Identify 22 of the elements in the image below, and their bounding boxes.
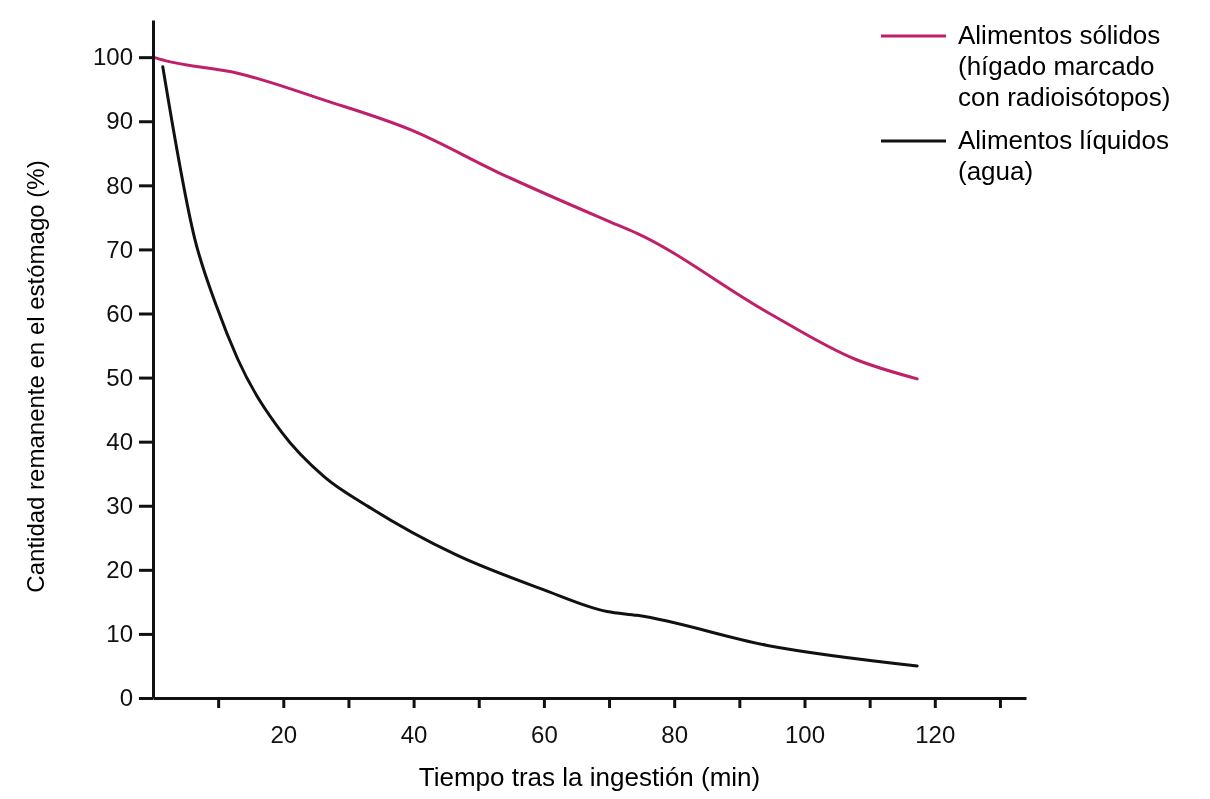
y-axis-title: Cantidad remanente en el estómago (%) <box>22 160 49 593</box>
legend-label: Alimentos sólidos (hígado marcado con radioisótopos) <box>958 20 1171 112</box>
y-tick-label: 20 <box>106 556 133 584</box>
x-tick-label: 120 <box>915 721 956 749</box>
y-tick-label: 10 <box>106 620 133 648</box>
x-tick-label: 80 <box>661 721 689 749</box>
x-tick-label: 100 <box>784 721 826 749</box>
y-tick-label: 80 <box>106 171 133 199</box>
y-tick-label: 0 <box>119 684 133 712</box>
x-tick-label: 20 <box>270 721 298 749</box>
y-tick-label: 60 <box>106 299 133 327</box>
x-axis-title: Tiempo tras la ingestión (min) <box>418 762 761 792</box>
y-tick-label: 30 <box>106 491 133 519</box>
y-tick-label: 90 <box>106 107 133 135</box>
line-series <box>161 65 919 668</box>
y-tick-label: 70 <box>106 235 133 263</box>
y-tick-label: 100 <box>92 43 133 71</box>
y-tick-label: 40 <box>106 427 133 455</box>
x-tick-label: 60 <box>531 721 558 749</box>
x-tick-label: 40 <box>400 721 428 749</box>
y-tick-label: 50 <box>106 363 133 391</box>
legend-label: Alimentos líquidos (agua) <box>958 125 1169 186</box>
